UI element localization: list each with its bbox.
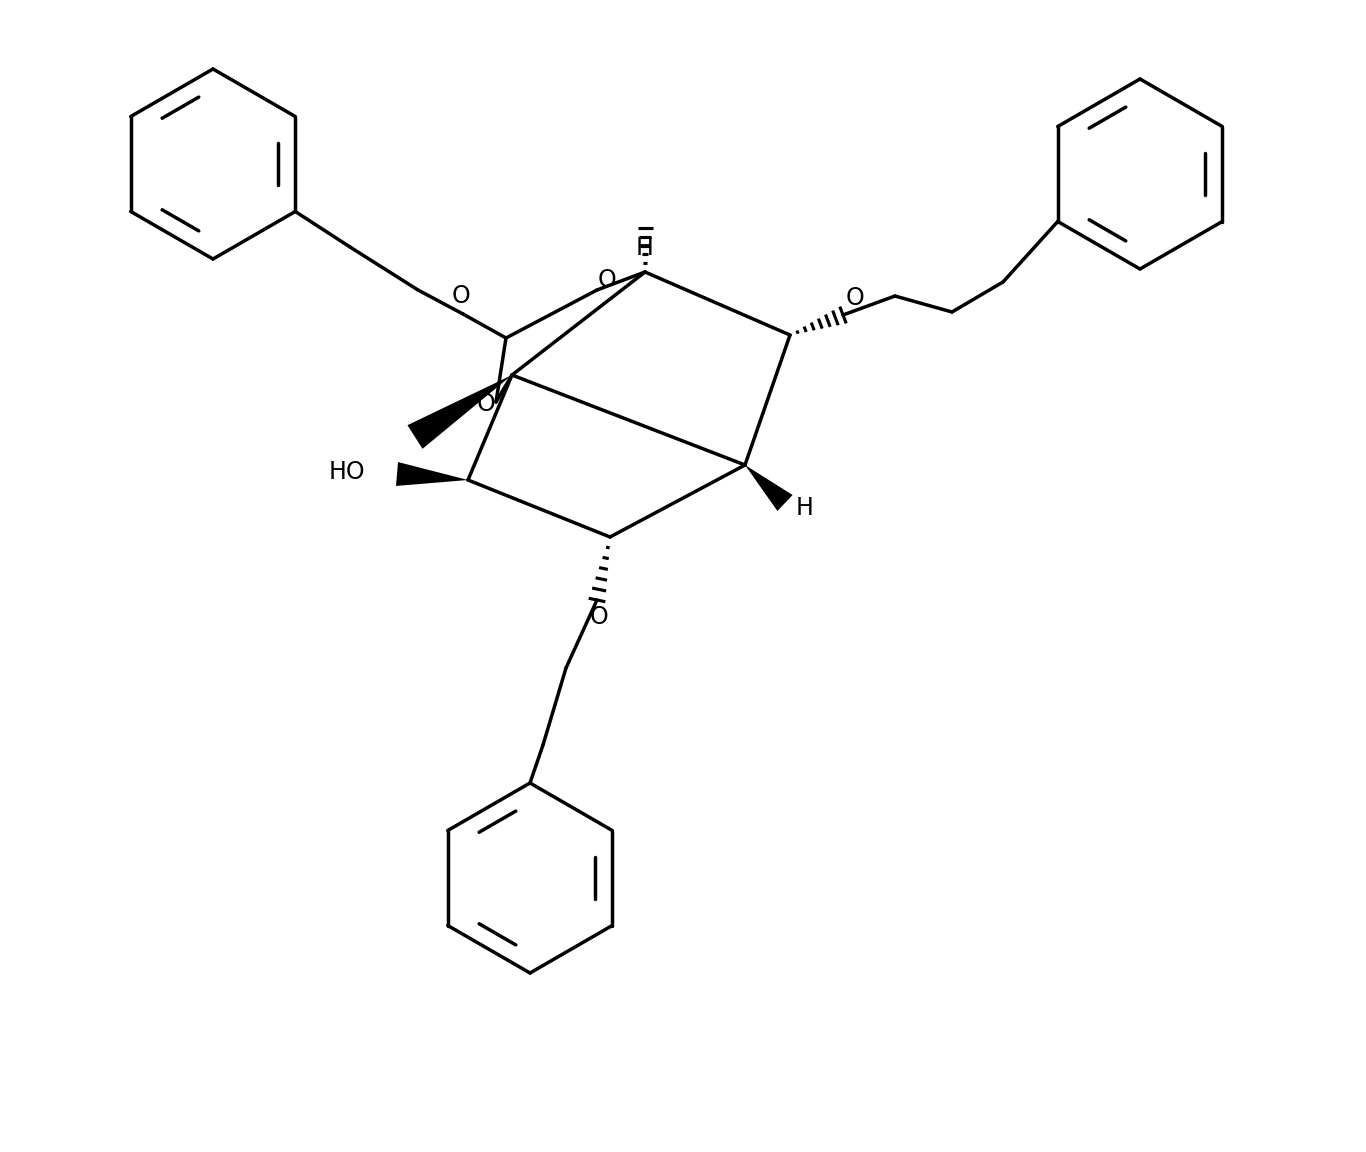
Polygon shape <box>396 462 469 486</box>
Polygon shape <box>407 376 512 449</box>
Polygon shape <box>744 465 792 511</box>
Text: HO: HO <box>329 460 365 484</box>
Text: H: H <box>796 497 814 520</box>
Text: O: O <box>477 392 496 416</box>
Text: O: O <box>590 605 608 629</box>
Text: H: H <box>637 236 654 260</box>
Text: O: O <box>846 286 865 310</box>
Text: O: O <box>452 285 470 308</box>
Text: O: O <box>597 268 616 291</box>
